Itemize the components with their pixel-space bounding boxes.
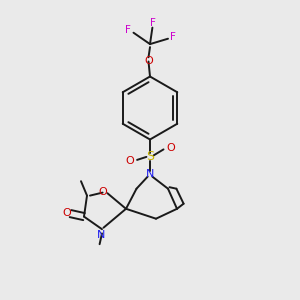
Text: N: N xyxy=(97,230,106,240)
Text: O: O xyxy=(62,208,71,218)
Text: N: N xyxy=(146,169,154,179)
Text: O: O xyxy=(166,143,175,153)
Text: F: F xyxy=(150,18,156,28)
Text: F: F xyxy=(170,32,176,42)
Text: O: O xyxy=(144,56,153,67)
Text: S: S xyxy=(146,150,154,164)
Text: O: O xyxy=(99,187,108,197)
Text: O: O xyxy=(125,155,134,166)
Text: F: F xyxy=(125,25,131,35)
